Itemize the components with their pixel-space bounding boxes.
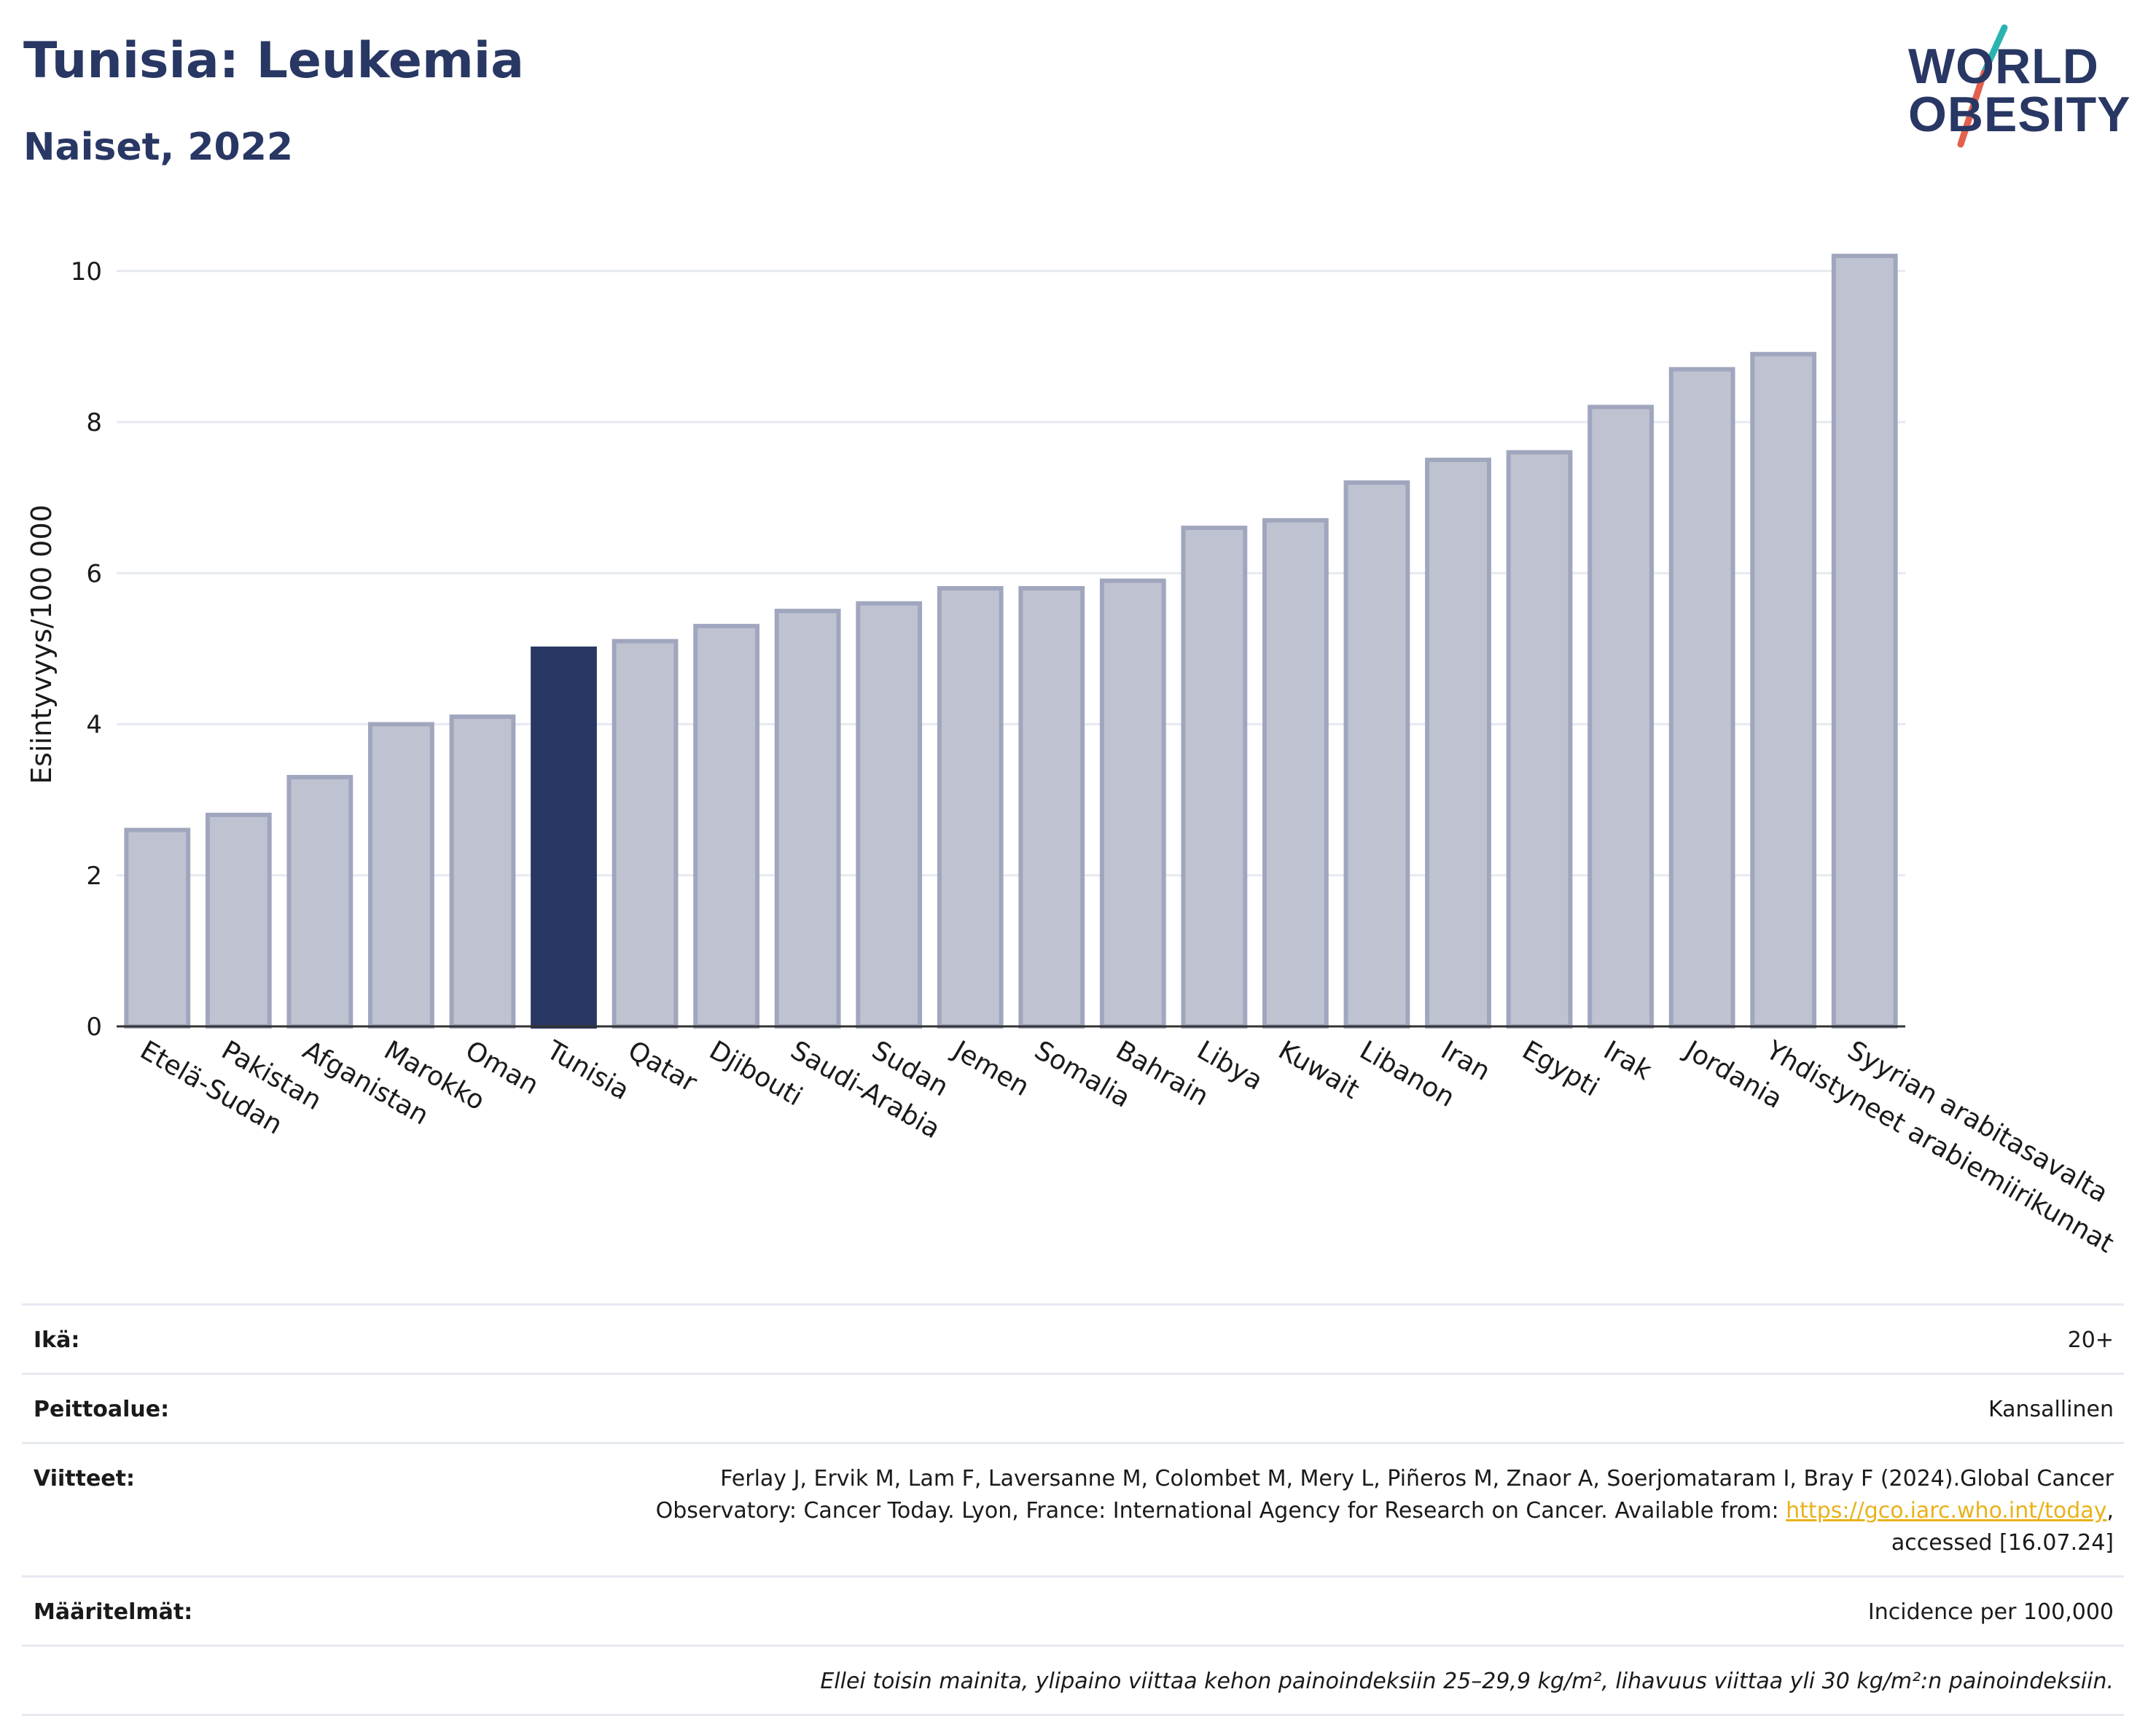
logo-slash-icon bbox=[1957, 24, 2008, 148]
logo-text-obesity: OBESITY bbox=[1908, 87, 2131, 142]
bar bbox=[1181, 526, 1248, 1029]
bar bbox=[124, 827, 191, 1029]
y-tick-label: 4 bbox=[86, 711, 102, 740]
x-tick-label: Jemen bbox=[947, 1034, 1034, 1102]
y-tick-label: 10 bbox=[71, 257, 102, 286]
references-line2-post: , bbox=[2106, 1498, 2114, 1524]
x-tick-label: Qatar bbox=[623, 1035, 702, 1098]
bar bbox=[205, 812, 272, 1029]
bar bbox=[856, 601, 923, 1029]
bar bbox=[937, 586, 1004, 1029]
bar bbox=[774, 609, 841, 1029]
y-tick-label: 2 bbox=[86, 862, 102, 891]
references-line3: accessed [16.07.24] bbox=[1891, 1530, 2114, 1556]
references-label: Viitteet: bbox=[34, 1466, 135, 1491]
world-obesity-logo: WORLD OBESITY bbox=[1902, 22, 2143, 153]
x-tick-label: Kuwait bbox=[1273, 1035, 1364, 1105]
coverage-label: Peittoalue: bbox=[34, 1397, 170, 1422]
info-row-age: Ikä: 20+ bbox=[22, 1303, 2124, 1373]
x-tick-label: Irak bbox=[1598, 1035, 1657, 1086]
chart-subtitle: Naiset, 2022 bbox=[23, 125, 294, 169]
x-tick-label: Tunisia bbox=[541, 1035, 634, 1106]
bar bbox=[449, 714, 516, 1029]
bar bbox=[693, 623, 759, 1029]
definitions-label: Määritelmät: bbox=[34, 1599, 193, 1625]
info-table: Ikä: 20+ Peittoalue: Kansallinen Viittee… bbox=[22, 1303, 2124, 1716]
x-tick-label: Egypti bbox=[1518, 1035, 1604, 1102]
bar bbox=[612, 639, 679, 1029]
chart-title: Tunisia: Leukemia bbox=[23, 32, 525, 90]
references-line2-pre: Observatory: Cancer Today. Lyon, France:… bbox=[655, 1498, 1786, 1524]
info-row-definitions: Määritelmät: Incidence per 100,000 bbox=[22, 1575, 2124, 1645]
logo-text-world: WORLD bbox=[1908, 39, 2099, 94]
bar bbox=[286, 775, 354, 1029]
bar bbox=[1750, 351, 1817, 1029]
references-line1: Ferlay J, Ervik M, Lam F, Laversanne M, … bbox=[720, 1466, 2114, 1491]
bar bbox=[531, 646, 597, 1029]
bar bbox=[1587, 405, 1654, 1029]
bar bbox=[1668, 367, 1735, 1029]
bar bbox=[1506, 450, 1573, 1029]
info-row-coverage: Peittoalue: Kansallinen bbox=[22, 1373, 2124, 1442]
info-row-references: Viitteet: Ferlay J, Ervik M, Lam F, Lave… bbox=[22, 1442, 2124, 1575]
bar bbox=[1018, 586, 1085, 1029]
bar bbox=[1425, 457, 1491, 1029]
bar bbox=[1831, 254, 1898, 1029]
bar bbox=[1099, 578, 1166, 1029]
definitions-note: Ellei toisin mainita, ylipaino viittaa k… bbox=[820, 1669, 2114, 1694]
coverage-value: Kansallinen bbox=[1988, 1397, 2114, 1422]
y-tick-label: 0 bbox=[86, 1013, 102, 1042]
y-tick-label: 6 bbox=[86, 559, 102, 588]
y-axis-label: Esiintyvyys/100 000 bbox=[26, 504, 58, 784]
references-link[interactable]: https://gco.iarc.who.int/today bbox=[1786, 1498, 2107, 1524]
x-tick-label: Djibouti bbox=[704, 1035, 807, 1112]
info-row-note: Ellei toisin mainita, ylipaino viittaa k… bbox=[22, 1645, 2124, 1716]
x-tick-label: Yhdistyneet arabiemiirikunnat bbox=[1760, 1035, 2118, 1259]
definitions-value: Incidence per 100,000 bbox=[1867, 1599, 2114, 1625]
y-tick-label: 8 bbox=[86, 408, 102, 437]
references-value: Ferlay J, Ervik M, Lam F, Laversanne M, … bbox=[656, 1463, 2114, 1559]
bar bbox=[368, 722, 434, 1029]
bar bbox=[1343, 480, 1410, 1029]
age-value: 20+ bbox=[2067, 1327, 2114, 1353]
age-label: Ikä: bbox=[34, 1327, 80, 1353]
bar bbox=[1262, 518, 1329, 1029]
